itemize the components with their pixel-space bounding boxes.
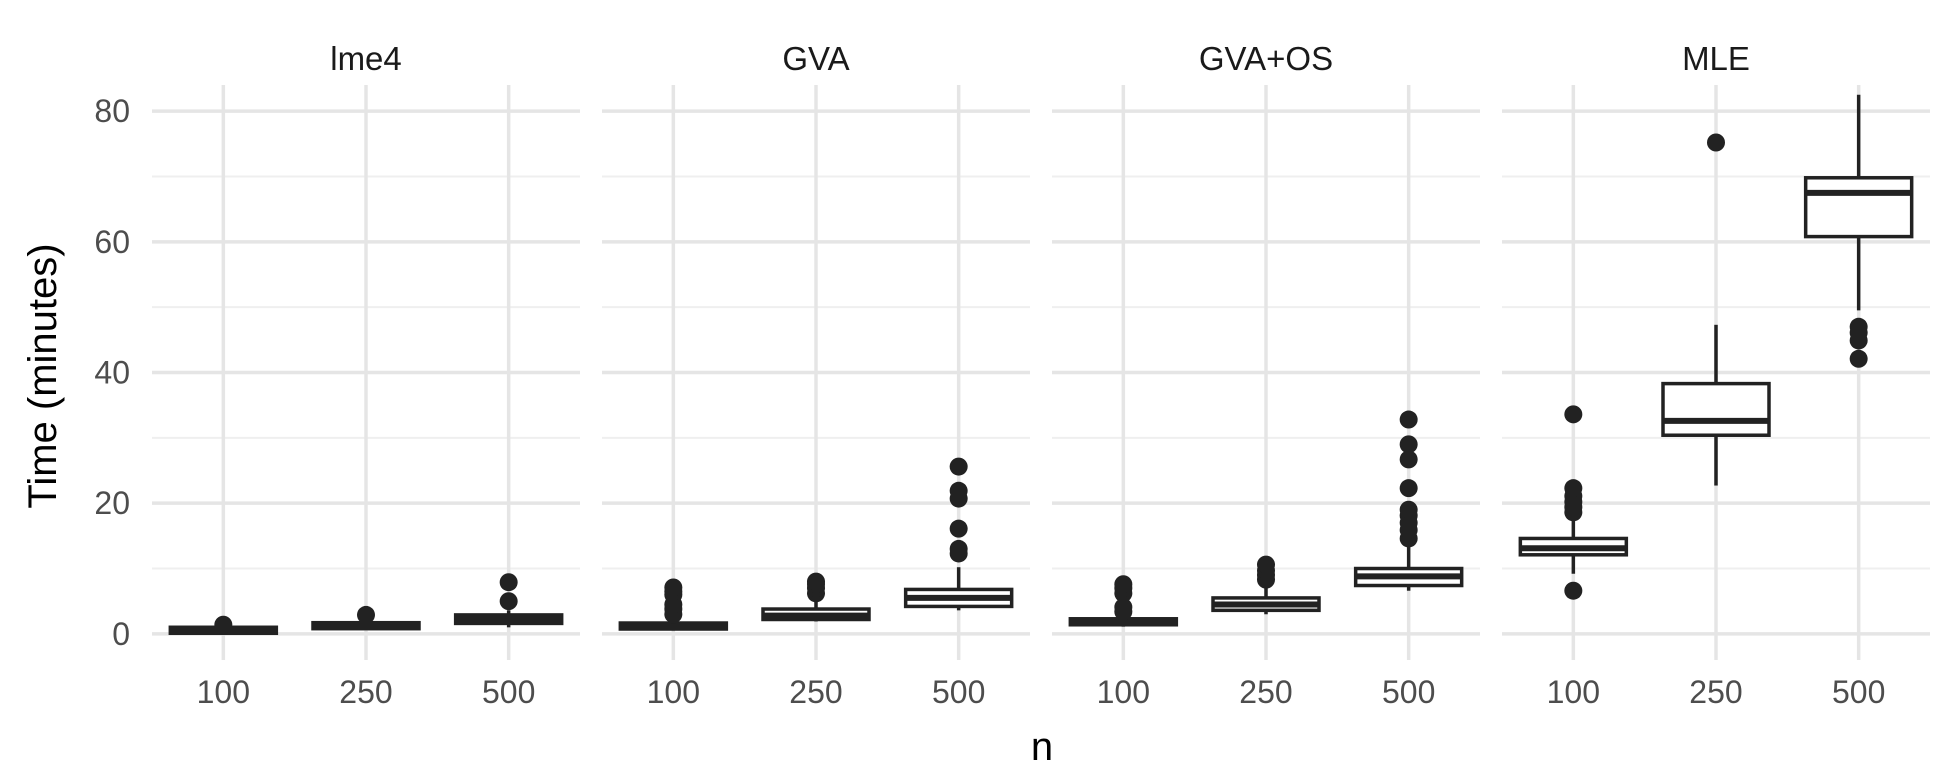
outlier-point [1564,581,1583,600]
x-tick-label: 100 [647,674,700,710]
box-mle-100 [1518,405,1629,600]
y-tick-label: 60 [94,224,130,260]
outlier-point [499,592,518,611]
y-tick-label: 0 [112,616,130,652]
facet-panels: lme4 100 250 500 GVA 100 250 500 GVA+OS 100 250 500… [152,40,1930,710]
x-axis-title: n [1031,725,1053,769]
box-gva-500 [903,457,1014,611]
box-gvaos-100 [1068,575,1179,627]
box-gvaos-500 [1353,410,1464,591]
x-tick-label: 250 [1689,674,1742,710]
outlier-point [1257,555,1275,574]
outlier-point [807,572,825,591]
y-axis-title: Time (minutes) [21,243,65,508]
y-tick-label: 20 [94,485,130,521]
outlier-point [499,573,518,592]
facet-panel: MLE 100 250 500 [1502,40,1930,710]
outlier-point [1849,349,1868,368]
x-tick-label: 100 [1097,674,1150,710]
outlier-point [357,605,375,624]
outlier-point [1114,598,1133,617]
outlier-point [949,519,968,538]
box-gvaos-250 [1211,555,1321,615]
outlier-point [664,578,683,597]
facet-panel: GVA 100 250 500 [602,40,1030,710]
facet-title: GVA+OS [1199,40,1333,77]
outlier-point [1399,500,1418,519]
facet-panel: GVA+OS 100 250 500 [1052,40,1480,710]
facet-title: MLE [1682,40,1750,77]
x-tick-label: 500 [1832,674,1885,710]
y-tick-label: 80 [94,93,130,129]
y-tick-label: 40 [94,355,130,391]
facet-title: GVA [782,40,849,77]
outlier-point [214,615,233,634]
x-tick-label: 250 [789,674,842,710]
outlier-point [1707,133,1725,152]
box-gva-100 [618,578,729,631]
outlier-point [949,539,968,558]
facet-title: lme4 [330,40,402,77]
outlier-point [1399,435,1418,454]
x-tick-label: 500 [932,674,985,710]
x-tick-label: 100 [1547,674,1600,710]
x-tick-label: 100 [197,674,250,710]
x-tick-label: 250 [339,674,392,710]
x-tick-label: 500 [482,674,535,710]
outlier-point [1564,479,1583,498]
y-axis-ticks: 0 20 40 60 80 [94,93,130,652]
box-lme4-100 [168,615,279,636]
outlier-point [1399,410,1418,429]
outlier-point [949,457,968,476]
box-iqr [1661,381,1771,437]
box-mle-250 [1661,133,1771,486]
outlier-point [1849,317,1868,336]
box-iqr [1803,176,1914,239]
outlier-point [1114,575,1133,594]
box-gva-250 [761,572,871,622]
outlier-point [949,481,968,500]
box-lme4-500 [453,573,564,628]
outlier-point [1399,479,1418,498]
outlier-point [1564,405,1583,424]
x-tick-label: 250 [1239,674,1292,710]
box-lme4-250 [311,605,421,631]
outlier-point [1399,450,1418,469]
x-tick-label: 500 [1382,674,1435,710]
facet-panel: lme4 100 250 500 [152,40,580,710]
box-mle-500 [1803,94,1914,368]
